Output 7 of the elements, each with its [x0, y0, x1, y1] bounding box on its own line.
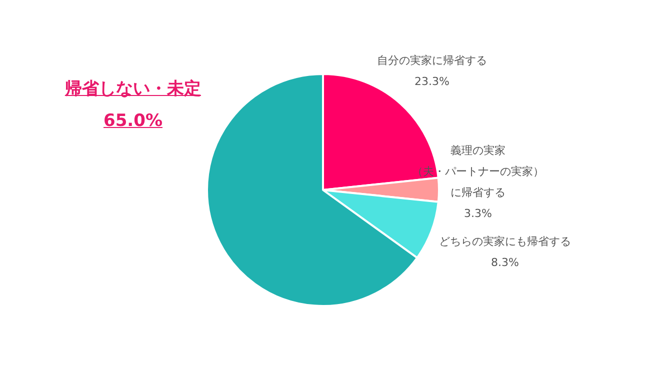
- slice-label: 自分の実家に帰省する: [377, 53, 487, 69]
- data-label: 3.3%: [463, 206, 493, 222]
- data-label: 23.3%: [414, 74, 450, 90]
- data-label: 8.3%: [490, 255, 520, 271]
- slice-label: どちらの実家にも帰省する: [439, 234, 571, 250]
- data-label: 65.0%: [102, 110, 164, 133]
- slice-label: 義理の実家（夫・パートナーの実家）に帰省する: [412, 143, 544, 201]
